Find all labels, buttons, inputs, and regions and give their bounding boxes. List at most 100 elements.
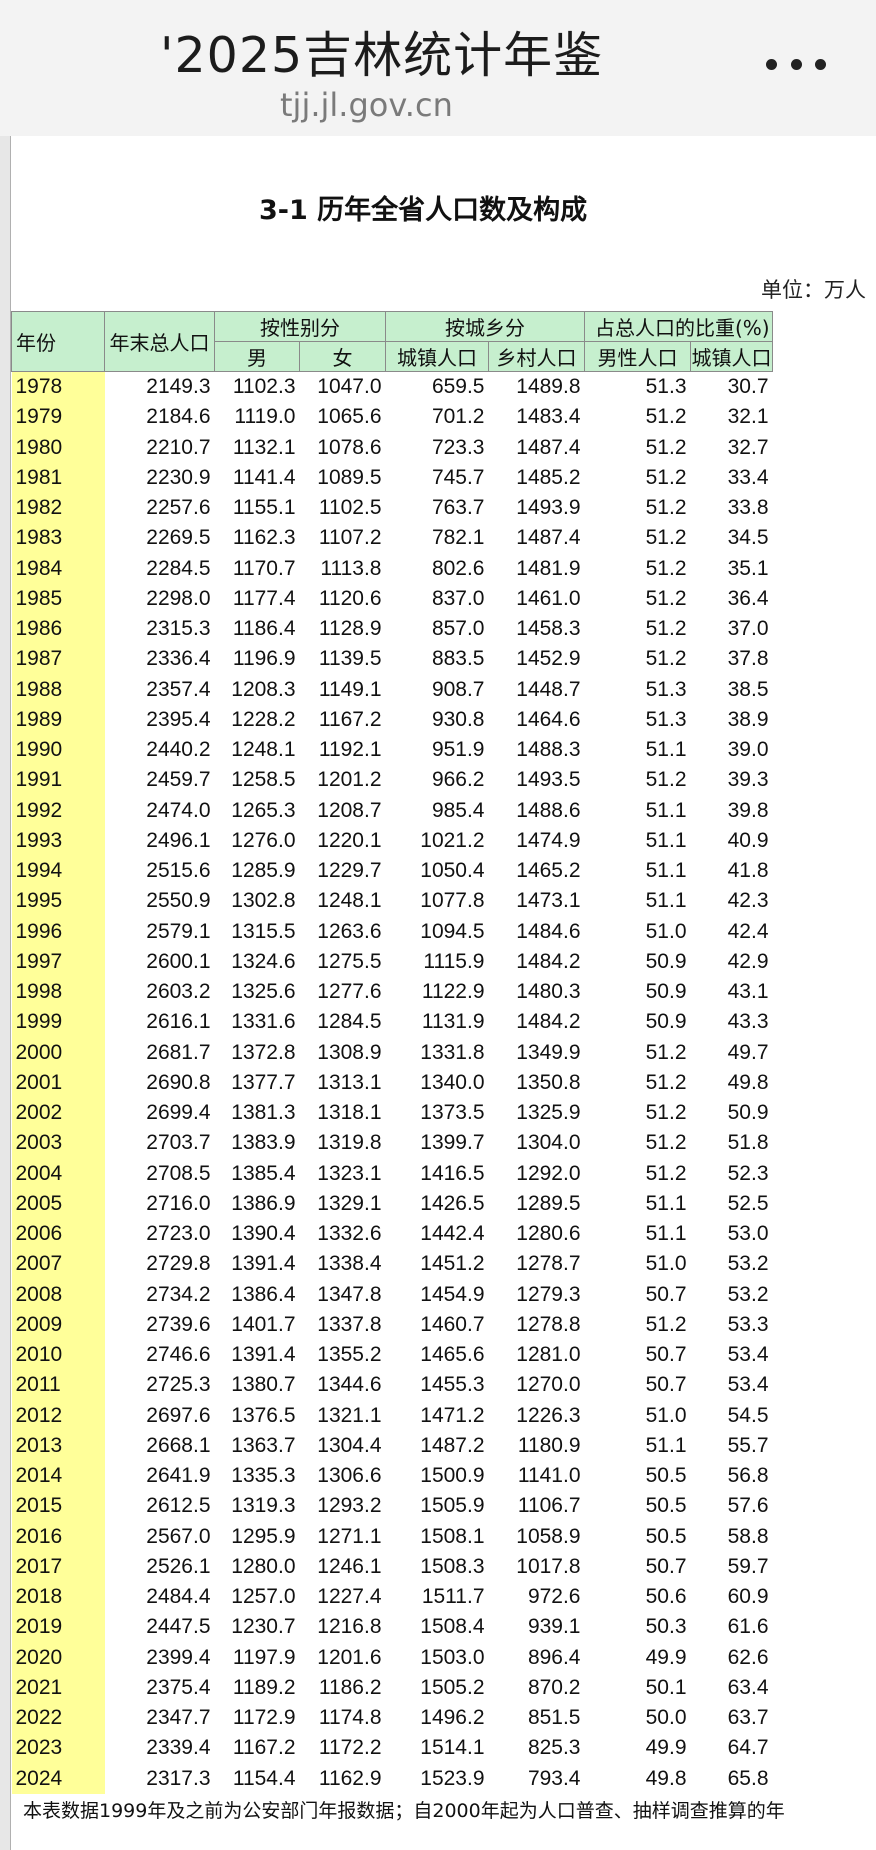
value-cell[interactable]: 985.4 [431, 798, 485, 822]
value-cell[interactable]: 1474.9 [516, 828, 581, 852]
year-cell[interactable]: 2011 [11, 1370, 105, 1401]
value-cell[interactable]: 966.2 [431, 768, 485, 792]
value-cell[interactable]: 2739.6 [146, 1312, 211, 1336]
value-cell[interactable]: 1120.6 [318, 586, 382, 610]
value-cell[interactable]: 1279.3 [516, 1282, 581, 1306]
value-cell[interactable]: 51.2 [645, 647, 687, 671]
value-cell[interactable]: 1149.1 [318, 677, 382, 701]
year-cell[interactable]: 2013 [11, 1430, 105, 1461]
value-cell[interactable]: 2298.0 [146, 586, 211, 610]
value-cell[interactable]: 51.3 [645, 677, 687, 701]
value-cell[interactable]: 51.2 [645, 1040, 687, 1064]
value-cell[interactable]: 1514.1 [420, 1736, 485, 1760]
value-cell[interactable]: 1265.3 [231, 798, 296, 822]
value-cell[interactable]: 1280.0 [231, 1554, 296, 1578]
year-cell[interactable]: 2014 [11, 1461, 105, 1492]
value-cell[interactable]: 1275.5 [317, 949, 382, 973]
value-cell[interactable]: 53.2 [727, 1282, 769, 1306]
value-cell[interactable]: 1465.2 [516, 859, 581, 883]
value-cell[interactable]: 1177.4 [232, 586, 296, 610]
value-cell[interactable]: 2734.2 [146, 1282, 211, 1306]
value-cell[interactable]: 51.1 [645, 828, 687, 852]
value-cell[interactable]: 51.3 [645, 375, 687, 399]
year-cell[interactable]: 1997 [11, 946, 105, 977]
value-cell[interactable]: 1324.6 [231, 949, 296, 973]
year-cell[interactable]: 1979 [11, 402, 105, 433]
year-cell[interactable]: 1986 [11, 614, 105, 645]
value-cell[interactable]: 2399.4 [146, 1645, 211, 1669]
value-cell[interactable]: 1132.1 [232, 435, 296, 459]
value-cell[interactable]: 1489.8 [516, 375, 581, 399]
value-cell[interactable]: 1319.8 [317, 1131, 382, 1155]
value-cell[interactable]: 1208.7 [317, 798, 382, 822]
value-cell[interactable]: 51.2 [645, 586, 687, 610]
value-cell[interactable]: 1458.3 [516, 617, 581, 641]
value-cell[interactable]: 930.8 [431, 707, 485, 731]
value-cell[interactable]: 2459.7 [146, 768, 211, 792]
value-cell[interactable]: 2697.6 [146, 1403, 211, 1427]
value-cell[interactable]: 51.2 [645, 465, 687, 489]
year-cell[interactable]: 2008 [11, 1279, 105, 1310]
value-cell[interactable]: 2681.7 [146, 1040, 211, 1064]
value-cell[interactable]: 857.0 [431, 617, 485, 641]
year-cell[interactable]: 1984 [11, 553, 105, 584]
value-cell[interactable]: 2474.0 [146, 798, 211, 822]
value-cell[interactable]: 51.1 [645, 889, 687, 913]
value-cell[interactable]: 1119.0 [234, 405, 296, 429]
value-cell[interactable]: 1313.1 [317, 1070, 382, 1094]
value-cell[interactable]: 51.0 [645, 1403, 687, 1427]
value-cell[interactable]: 1107.2 [318, 526, 382, 550]
value-cell[interactable]: 51.2 [645, 617, 687, 641]
value-cell[interactable]: 1416.5 [420, 1161, 485, 1185]
value-cell[interactable]: 1226.3 [516, 1403, 581, 1427]
value-cell[interactable]: 51.2 [645, 405, 687, 429]
value-cell[interactable]: 63.4 [727, 1675, 769, 1699]
value-cell[interactable]: 2600.1 [146, 949, 211, 973]
value-cell[interactable]: 1315.5 [231, 919, 296, 943]
value-cell[interactable]: 2484.4 [146, 1585, 211, 1609]
value-cell[interactable]: 2668.1 [146, 1433, 211, 1457]
value-cell[interactable]: 2210.7 [146, 435, 211, 459]
value-cell[interactable]: 1487.2 [420, 1433, 485, 1457]
value-cell[interactable]: 1102.5 [318, 496, 382, 520]
value-cell[interactable]: 1277.6 [317, 980, 382, 1004]
year-cell[interactable]: 2009 [11, 1309, 105, 1340]
value-cell[interactable]: 2375.4 [146, 1675, 211, 1699]
year-cell[interactable]: 2012 [11, 1400, 105, 1431]
value-cell[interactable]: 1508.4 [420, 1615, 485, 1639]
year-cell[interactable]: 2006 [11, 1219, 105, 1250]
value-cell[interactable]: 30.7 [727, 375, 769, 399]
value-cell[interactable]: 1484.2 [516, 949, 581, 973]
value-cell[interactable]: 1493.9 [516, 496, 581, 520]
value-cell[interactable]: 65.8 [727, 1766, 769, 1790]
value-cell[interactable]: 2440.2 [146, 738, 211, 762]
value-cell[interactable]: 1295.9 [231, 1524, 296, 1548]
value-cell[interactable]: 59.7 [727, 1554, 769, 1578]
year-cell[interactable]: 1996 [11, 916, 105, 947]
value-cell[interactable]: 51.2 [645, 435, 687, 459]
value-cell[interactable]: 1292.0 [516, 1161, 581, 1185]
year-cell[interactable]: 2020 [11, 1642, 105, 1673]
year-cell[interactable]: 2019 [11, 1612, 105, 1643]
year-cell[interactable]: 1988 [11, 674, 105, 705]
value-cell[interactable]: 57.6 [727, 1494, 769, 1518]
value-cell[interactable]: 1448.7 [516, 677, 581, 701]
value-cell[interactable]: 2269.5 [146, 526, 211, 550]
value-cell[interactable]: 2579.1 [146, 919, 211, 943]
year-cell[interactable]: 2001 [11, 1067, 105, 1098]
value-cell[interactable]: 837.0 [431, 586, 485, 610]
value-cell[interactable]: 51.8 [727, 1131, 769, 1155]
value-cell[interactable]: 50.3 [645, 1615, 687, 1639]
value-cell[interactable]: 1386.4 [231, 1282, 296, 1306]
year-cell[interactable]: 1998 [11, 977, 105, 1008]
value-cell[interactable]: 1483.4 [516, 405, 581, 429]
value-cell[interactable]: 50.5 [645, 1494, 687, 1518]
value-cell[interactable]: 1162.3 [232, 526, 296, 550]
year-cell[interactable]: 2024 [11, 1763, 105, 1794]
value-cell[interactable]: 53.3 [727, 1312, 769, 1336]
value-cell[interactable]: 1465.6 [420, 1343, 485, 1367]
value-cell[interactable]: 883.5 [431, 647, 485, 671]
year-cell[interactable]: 2015 [11, 1491, 105, 1522]
value-cell[interactable]: 1381.3 [231, 1101, 296, 1125]
value-cell[interactable]: 939.1 [527, 1615, 581, 1639]
